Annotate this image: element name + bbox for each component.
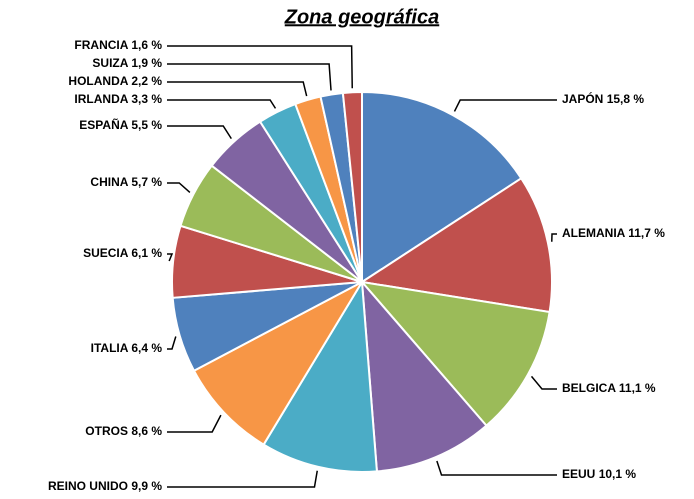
value-label: 1,6 %: [131, 38, 162, 52]
pie-slice: [359, 176, 553, 314]
slice-label: EEUU 10,1 %: [562, 467, 636, 481]
leader-line: [167, 470, 318, 488]
chart-title: Zona geográfica: [284, 6, 439, 28]
value-label: 11,1 %: [619, 381, 656, 395]
category-label: CHINA: [90, 175, 128, 189]
slice-label: ESPAÑA 5,5 %: [79, 117, 162, 132]
leader-line: [167, 336, 177, 350]
leader-line: [436, 460, 557, 476]
category-label: JAPÓN: [562, 91, 603, 106]
slice-label: JAPÓN 15,8 %: [562, 91, 644, 106]
pie-slice: [262, 278, 378, 473]
pie-slice: [192, 279, 365, 446]
leader-line: [167, 63, 332, 91]
slice-label: ALEMANIA 11,7 %: [562, 226, 665, 240]
leader-line: [167, 45, 353, 89]
slice-label: IRLANDA 3,3 %: [74, 92, 162, 106]
pie-slice: [360, 279, 488, 473]
leader-line: [167, 253, 174, 262]
category-label: IRLANDA: [74, 92, 128, 106]
pie-slice: [359, 280, 551, 428]
value-label: 2,2 %: [131, 74, 162, 88]
leader-line: [167, 182, 191, 194]
leader-line: [167, 81, 308, 97]
leader-line: [530, 375, 557, 390]
category-label: BELGICA: [562, 381, 616, 395]
leader-line: [167, 99, 277, 109]
pie-slice: [361, 90, 523, 284]
slice-label: CHINA 5,7 %: [90, 175, 162, 189]
category-label: FRANCIA: [74, 38, 128, 52]
leader-line: [167, 414, 222, 433]
category-label: OTROS: [85, 424, 128, 438]
value-label: 3,3 %: [131, 92, 162, 106]
category-label: EEUU: [562, 467, 595, 481]
slice-label: OTROS 8,6 %: [85, 424, 162, 438]
slice-label: SUECIA 6,1 %: [83, 246, 162, 260]
value-label: 8,6 %: [131, 424, 162, 438]
leader-line: [453, 99, 557, 112]
value-label: 5,5 %: [131, 118, 162, 132]
slice-label: REINO UNIDO 9,9 %: [48, 479, 162, 493]
slice-label: SUIZA 1,9 %: [92, 56, 162, 70]
value-label: 1,9 %: [131, 56, 162, 70]
value-label: 15,8 %: [607, 92, 645, 106]
value-label: 11,7 %: [628, 226, 665, 240]
slice-label: HOLANDA 2,2 %: [68, 74, 162, 88]
value-label: 6,1 %: [131, 246, 162, 260]
category-label: ESPAÑA: [79, 117, 128, 132]
category-label: REINO UNIDO: [48, 479, 128, 493]
value-label: 10,1 %: [599, 467, 637, 481]
category-label: SUECIA: [83, 246, 129, 260]
value-label: 6,4 %: [131, 341, 162, 355]
value-label: 5,7 %: [131, 175, 162, 189]
category-label: ITALIA: [91, 341, 129, 355]
category-label: HOLANDA: [68, 74, 128, 88]
pie-slice: [341, 90, 363, 283]
slice-label: ITALIA 6,4 %: [91, 341, 163, 355]
value-label: 9,9 %: [131, 479, 162, 493]
category-label: ALEMANIA: [562, 226, 626, 240]
slice-label: BELGICA 11,1 %: [562, 381, 656, 395]
slice-label: FRANCIA 1,6 %: [74, 38, 162, 52]
leader-line: [551, 233, 557, 242]
leader-line: [167, 125, 232, 140]
category-label: SUIZA: [92, 56, 128, 70]
